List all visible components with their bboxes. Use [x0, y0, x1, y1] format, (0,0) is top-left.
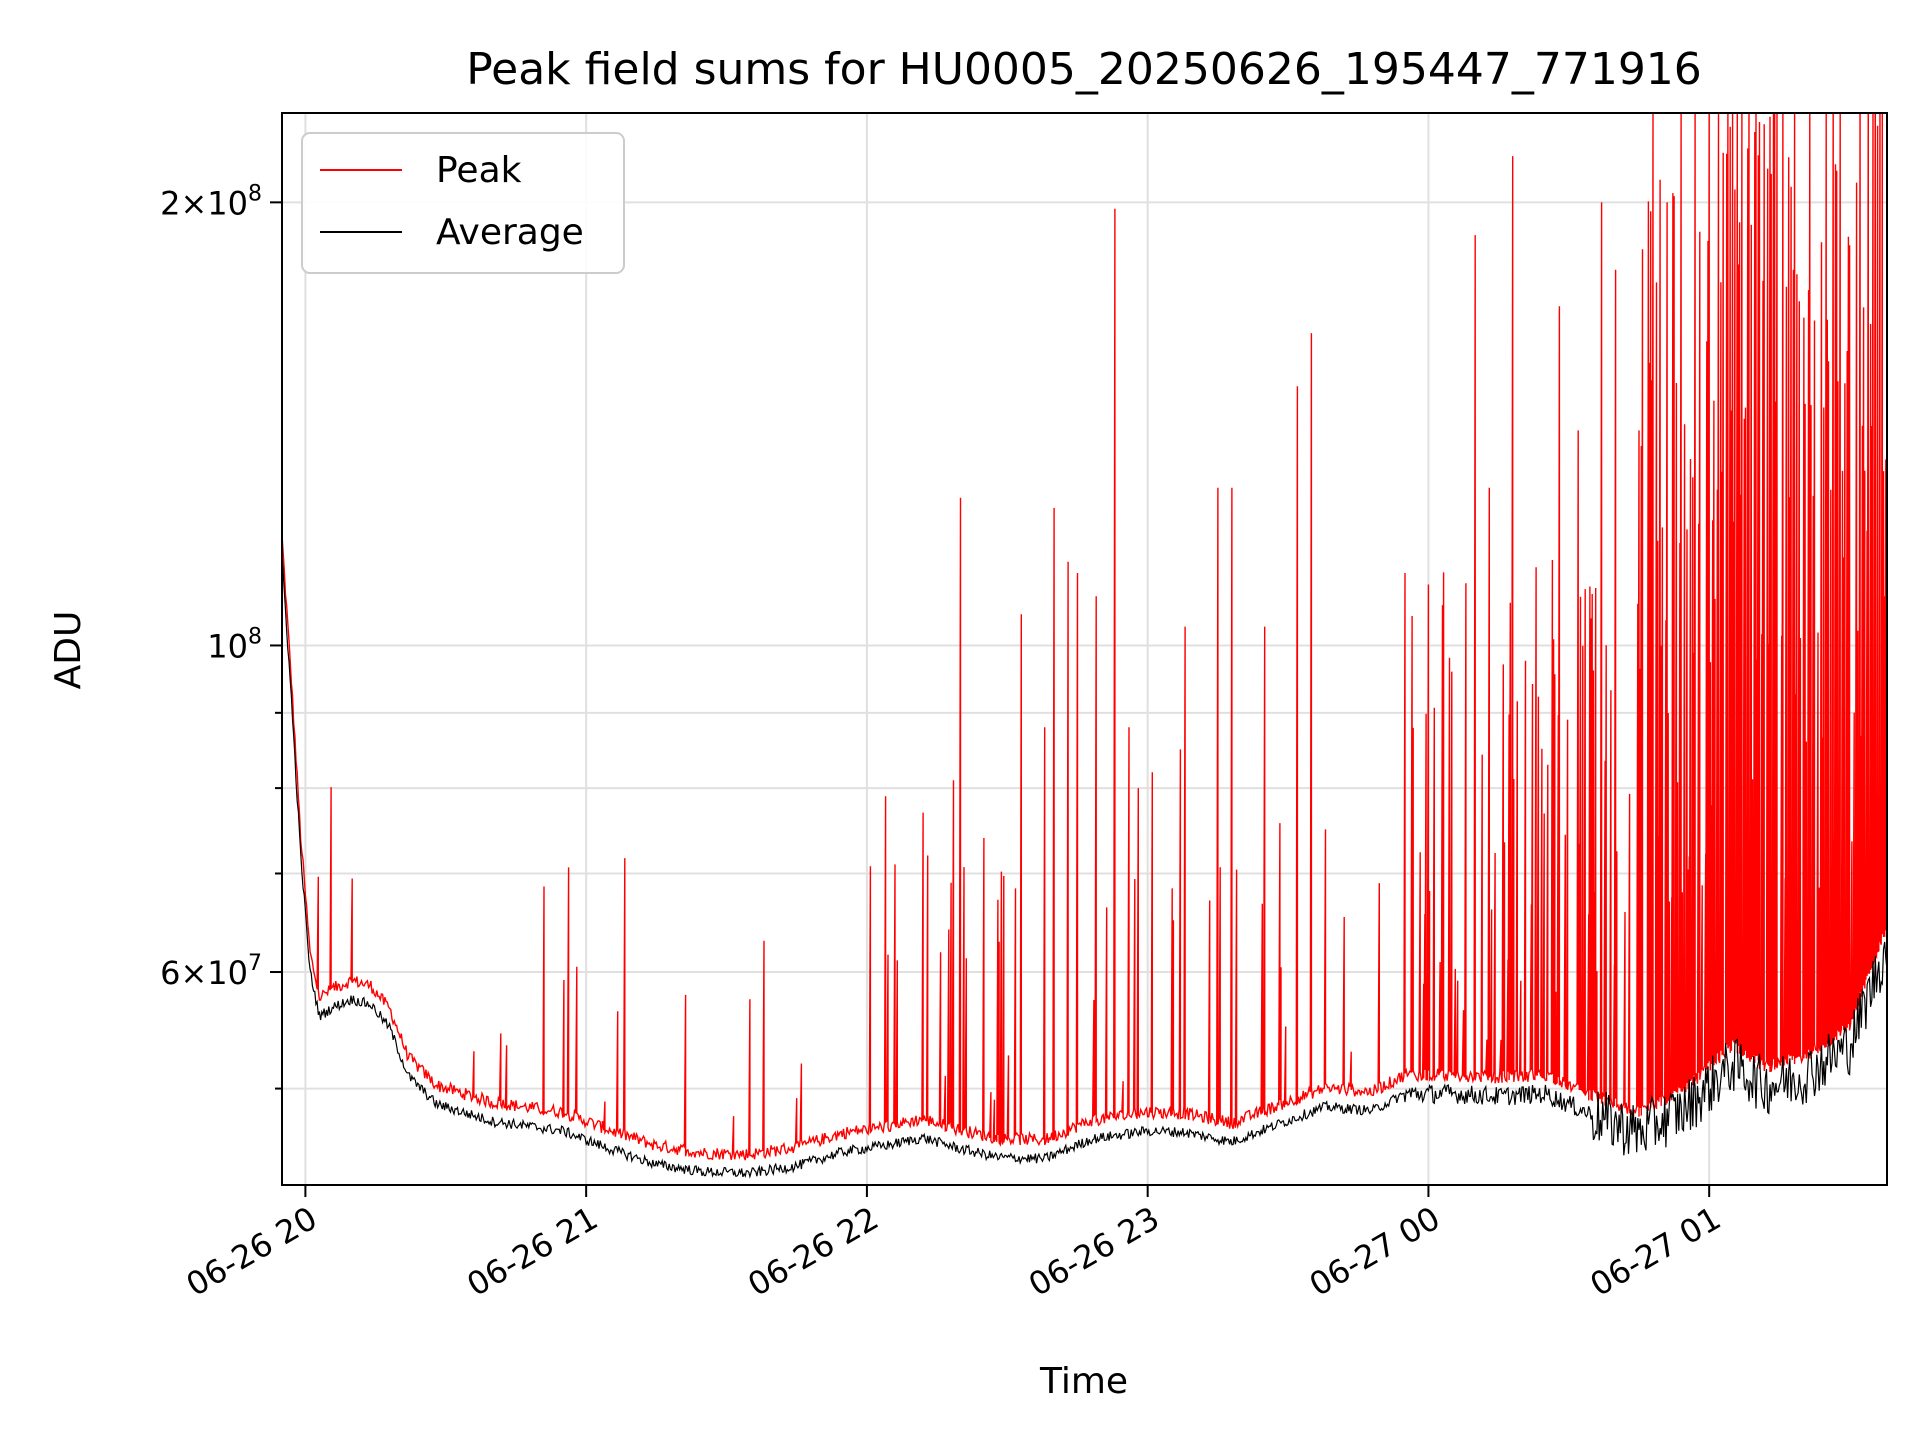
- y-tick-label-base: 6×10: [160, 954, 248, 992]
- y-tick-label-exponent: 7: [248, 951, 262, 976]
- legend-label-average: Average: [436, 212, 584, 253]
- series-layer: [282, 113, 1887, 1179]
- chart-title: Peak field sums for HU0005_20250626_1954…: [466, 44, 1702, 95]
- grid: [282, 113, 1887, 1185]
- x-axis-label: Time: [1039, 1361, 1128, 1402]
- series-line-peak: [282, 113, 1887, 1161]
- series-line-average: [282, 551, 1887, 1179]
- y-tick-label-base: 10: [207, 627, 248, 665]
- y-tick-label: 6×107: [160, 951, 262, 992]
- legend: Peak Average: [301, 132, 625, 274]
- plot-frame: [281, 112, 1888, 1186]
- legend-box: [301, 132, 625, 274]
- y-axis-label: ADU: [48, 611, 89, 690]
- y-tick-label-base: 2×10: [160, 184, 248, 222]
- legend-label-peak: Peak: [436, 150, 522, 191]
- y-tick-label-exponent: 8: [248, 624, 262, 649]
- y-tick-label-exponent: 8: [248, 181, 262, 206]
- y-tick-label: 2×108: [160, 181, 262, 222]
- y-tick-label: 108: [207, 624, 262, 665]
